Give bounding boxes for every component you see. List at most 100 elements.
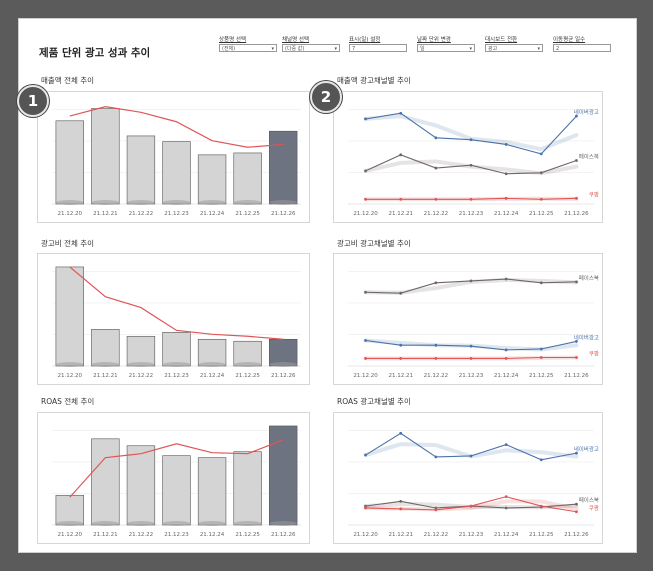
series-point: [504, 172, 508, 176]
bar-value-blur: [162, 521, 191, 526]
x-tick-label: 21.12.24: [200, 373, 225, 379]
series-point: [469, 163, 473, 167]
series-point: [575, 340, 578, 343]
series-point: [434, 136, 438, 140]
chevron-down-icon: ▾: [537, 46, 540, 52]
series-point: [399, 111, 403, 115]
series-point: [575, 280, 578, 284]
chart-cost-total-svg: 21.12.20 21.12.21 21.12.22 21.12.23 21.12.24…: [52, 266, 301, 379]
chevron-down-icon: ▾: [271, 46, 274, 52]
series-point: [364, 453, 367, 457]
series-label: 네이버광고: [574, 445, 599, 453]
series-point: [504, 196, 508, 200]
series-point: [399, 343, 403, 347]
bar: [269, 425, 298, 526]
x-tick-label: 21.12.26: [564, 211, 589, 217]
series-point: [434, 197, 438, 201]
channel-filter[interactable]: 채널명 선택 (다중 값) ▾: [282, 35, 340, 52]
moving-average-line: [69, 106, 284, 148]
bar-value-blur: [127, 362, 155, 367]
series-point: [575, 502, 578, 506]
x-tick-label: 21.12.25: [529, 532, 554, 538]
x-tick-label: 21.12.22: [129, 532, 154, 538]
series-label: 페이스북: [579, 496, 599, 504]
x-tick-label: 21.12.22: [424, 532, 449, 538]
section-title-revenue-total: 매출액 전체 추이: [41, 76, 95, 85]
bar-value-blur: [198, 521, 226, 526]
section-title-roas-total: ROAS 전체 추이: [41, 397, 95, 406]
series-point: [469, 504, 473, 508]
series-point: [504, 357, 508, 360]
days-filter[interactable]: 표시(일) 설정 7: [349, 35, 407, 52]
bar-value-blur: [162, 362, 191, 367]
days-input[interactable]: 7: [349, 44, 407, 52]
x-tick-label: 21.12.20: [353, 373, 378, 379]
series-point: [434, 281, 438, 285]
bar-value-blur: [91, 521, 120, 526]
series-point: [399, 431, 403, 435]
date-unit-select[interactable]: 일 ▾: [417, 44, 475, 52]
series-point: [434, 508, 438, 512]
x-tick-label: 21.12.23: [459, 211, 484, 217]
bar-value-blur: [162, 200, 191, 205]
x-tick-label: 21.12.23: [164, 532, 189, 538]
dashboard-select[interactable]: 광고 ▾: [485, 44, 543, 52]
series-point: [575, 196, 578, 200]
moving-average-line: [69, 266, 284, 340]
series-point: [539, 347, 543, 351]
x-tick-label: 21.12.26: [271, 532, 296, 538]
x-tick-label: 21.12.23: [164, 373, 189, 379]
series-point: [575, 114, 578, 118]
moving-avg-input[interactable]: 2: [553, 44, 611, 52]
bar-value-blur: [91, 200, 120, 205]
chart-revenue-channel: 네이버광고 페이스북 쿠팡 21.12.20 21.12.21 21.12.22 21.12…: [333, 91, 603, 223]
channel-filter-label: 채널명 선택: [282, 37, 310, 43]
x-tick-label: 21.12.22: [129, 211, 154, 217]
bar-value-blur: [233, 362, 262, 367]
x-tick-label: 21.12.20: [353, 532, 378, 538]
moving-avg-filter[interactable]: 이동평균 일수 2: [553, 35, 611, 52]
moving-average-line: [69, 439, 284, 498]
series-point: [539, 281, 543, 285]
chart-revenue-total-svg: 21.12.20 21.12.21 21.12.22 21.12.23 21.12.24…: [52, 106, 301, 217]
bar-value-blur: [127, 200, 155, 205]
section-title-cost-total: 광고비 전체 추이: [41, 239, 95, 248]
x-tick-label: 21.12.20: [58, 373, 83, 379]
date-unit-filter[interactable]: 날짜 단위 변경 일 ▾: [417, 35, 475, 52]
bar-value-blur: [198, 362, 226, 367]
bar-value-blur: [269, 521, 298, 526]
bar-value-blur: [55, 362, 84, 367]
product-select[interactable]: (전체) ▾: [219, 44, 277, 52]
product-filter[interactable]: 상품명 선택 (전체) ▾: [219, 35, 277, 52]
bar-value-blur: [233, 200, 262, 205]
bar: [197, 338, 227, 367]
bar: [162, 332, 191, 367]
x-tick-label: 21.12.21: [93, 211, 118, 217]
series-trend-band: [363, 114, 579, 152]
series-point: [364, 290, 367, 294]
series-point: [539, 171, 543, 175]
series-point: [399, 499, 403, 503]
bar-value-blur: [198, 200, 226, 205]
x-tick-label: 21.12.23: [459, 373, 484, 379]
series-point: [469, 454, 473, 458]
x-tick-label: 21.12.23: [164, 211, 189, 217]
dashboard-switch[interactable]: 대시보드 전환 광고 ▾: [485, 35, 543, 52]
series-point: [575, 159, 578, 162]
bar: [197, 154, 227, 205]
bar: [91, 108, 120, 205]
x-tick-label: 21.12.20: [58, 532, 83, 538]
x-tick-label: 21.12.21: [93, 373, 118, 379]
series-point: [399, 507, 403, 511]
series-label: 쿠팡: [589, 190, 599, 198]
series-point: [469, 279, 473, 283]
channel-select[interactable]: (다중 값) ▾: [282, 44, 340, 52]
bar: [126, 335, 156, 367]
x-tick-label: 21.12.22: [424, 211, 449, 217]
bar: [269, 130, 298, 205]
x-tick-label: 21.12.24: [494, 532, 519, 538]
series-point: [469, 357, 473, 360]
dashboard-frame: 제품 단위 광고 성과 추이 상품명 선택 (전체) ▾ 채널명 선택 (다중 값…: [17, 18, 637, 553]
bar: [55, 494, 84, 526]
